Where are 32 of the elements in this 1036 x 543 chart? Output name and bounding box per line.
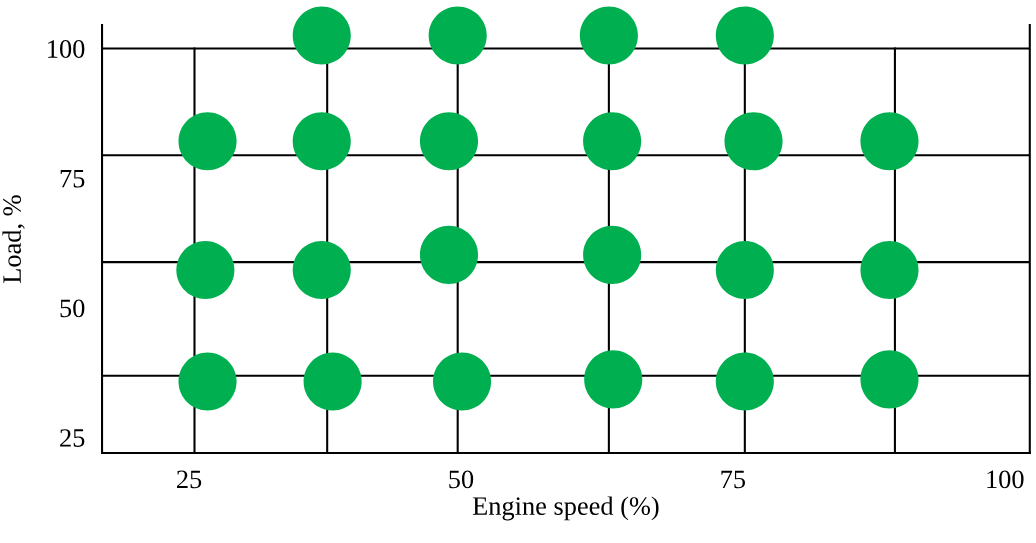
point: [715, 240, 774, 299]
point: [583, 112, 642, 171]
point: [584, 350, 643, 409]
point: [428, 6, 487, 65]
point: [178, 112, 237, 171]
point: [860, 350, 919, 409]
x-tick-label: 100: [987, 470, 1024, 489]
point: [724, 112, 783, 171]
point: [419, 112, 479, 171]
point: [292, 240, 351, 299]
point: [303, 352, 362, 411]
y-tick-label: 50: [60, 299, 85, 318]
point: [176, 240, 235, 299]
x-tick-label: 25: [177, 470, 202, 489]
x-axis-title: Engine speed (%): [472, 496, 659, 521]
x-tick-label: 50: [449, 470, 474, 489]
y-tick-label: 75: [60, 170, 85, 188]
point: [292, 6, 351, 65]
y-axis-title: Load, %: [2, 195, 25, 284]
point: [292, 112, 351, 171]
point: [419, 225, 479, 284]
point: [583, 225, 642, 284]
point: [715, 6, 774, 65]
y-tick-label: 100: [48, 40, 85, 58]
y-tick-label: 25: [60, 429, 85, 447]
point: [579, 6, 638, 65]
point: [433, 352, 492, 411]
point: [860, 240, 919, 299]
point: [860, 112, 919, 171]
point: [715, 352, 774, 411]
point: [178, 352, 237, 411]
x-tick-label: 75: [721, 470, 746, 489]
